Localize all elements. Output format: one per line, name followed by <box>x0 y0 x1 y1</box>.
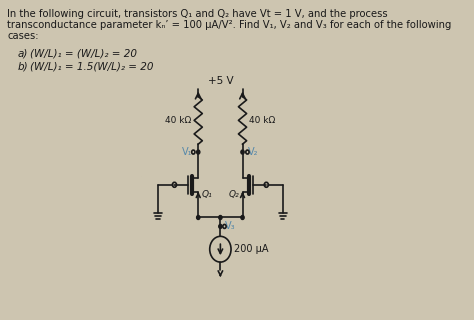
Circle shape <box>219 215 222 220</box>
Text: a): a) <box>18 49 28 59</box>
Text: b): b) <box>18 62 28 72</box>
Circle shape <box>241 215 244 220</box>
Text: +5 V: +5 V <box>208 76 233 86</box>
Circle shape <box>219 224 222 228</box>
Text: V₃: V₃ <box>225 221 236 231</box>
Text: V₂: V₂ <box>248 147 259 157</box>
Text: 40 kΩ: 40 kΩ <box>249 116 275 125</box>
Text: (W/L)₁ = 1.5(W/L)₂ = 20: (W/L)₁ = 1.5(W/L)₂ = 20 <box>30 62 154 72</box>
Text: Q₁: Q₁ <box>201 190 212 199</box>
Circle shape <box>197 215 200 220</box>
Text: (W/L)₁ = (W/L)₂ = 20: (W/L)₁ = (W/L)₂ = 20 <box>30 49 137 59</box>
Circle shape <box>241 150 244 154</box>
Text: Q₂: Q₂ <box>228 190 239 199</box>
Text: cases:: cases: <box>7 31 38 41</box>
Circle shape <box>197 150 200 154</box>
Text: 200 μA: 200 μA <box>234 244 269 254</box>
Text: 40 kΩ: 40 kΩ <box>165 116 191 125</box>
Text: V₁: V₁ <box>182 147 192 157</box>
Text: In the following circuit, transistors Q₁ and Q₂ have Vt = 1 V, and the process: In the following circuit, transistors Q₁… <box>7 9 388 19</box>
Text: transconductance parameter kₙ’ = 100 μA/V². Find V₁, V₂ and V₃ for each of the f: transconductance parameter kₙ’ = 100 μA/… <box>7 20 452 30</box>
